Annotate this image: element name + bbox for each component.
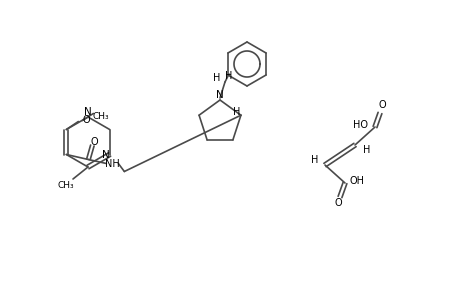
Text: H: H — [225, 71, 232, 81]
Text: H: H — [233, 107, 240, 117]
Text: OH: OH — [349, 176, 364, 186]
Text: N: N — [101, 149, 109, 160]
Text: O: O — [90, 136, 98, 146]
Text: CH₃: CH₃ — [57, 181, 74, 190]
Text: O: O — [377, 100, 385, 110]
Text: NH: NH — [105, 158, 119, 169]
Text: O: O — [333, 198, 341, 208]
Text: H: H — [311, 155, 318, 165]
Text: N: N — [216, 90, 224, 100]
Text: HO: HO — [353, 120, 368, 130]
Text: O: O — [82, 115, 90, 124]
Text: N: N — [84, 107, 92, 117]
Text: H: H — [363, 145, 370, 155]
Text: CH₃: CH₃ — [92, 112, 109, 121]
Text: H: H — [213, 73, 220, 83]
